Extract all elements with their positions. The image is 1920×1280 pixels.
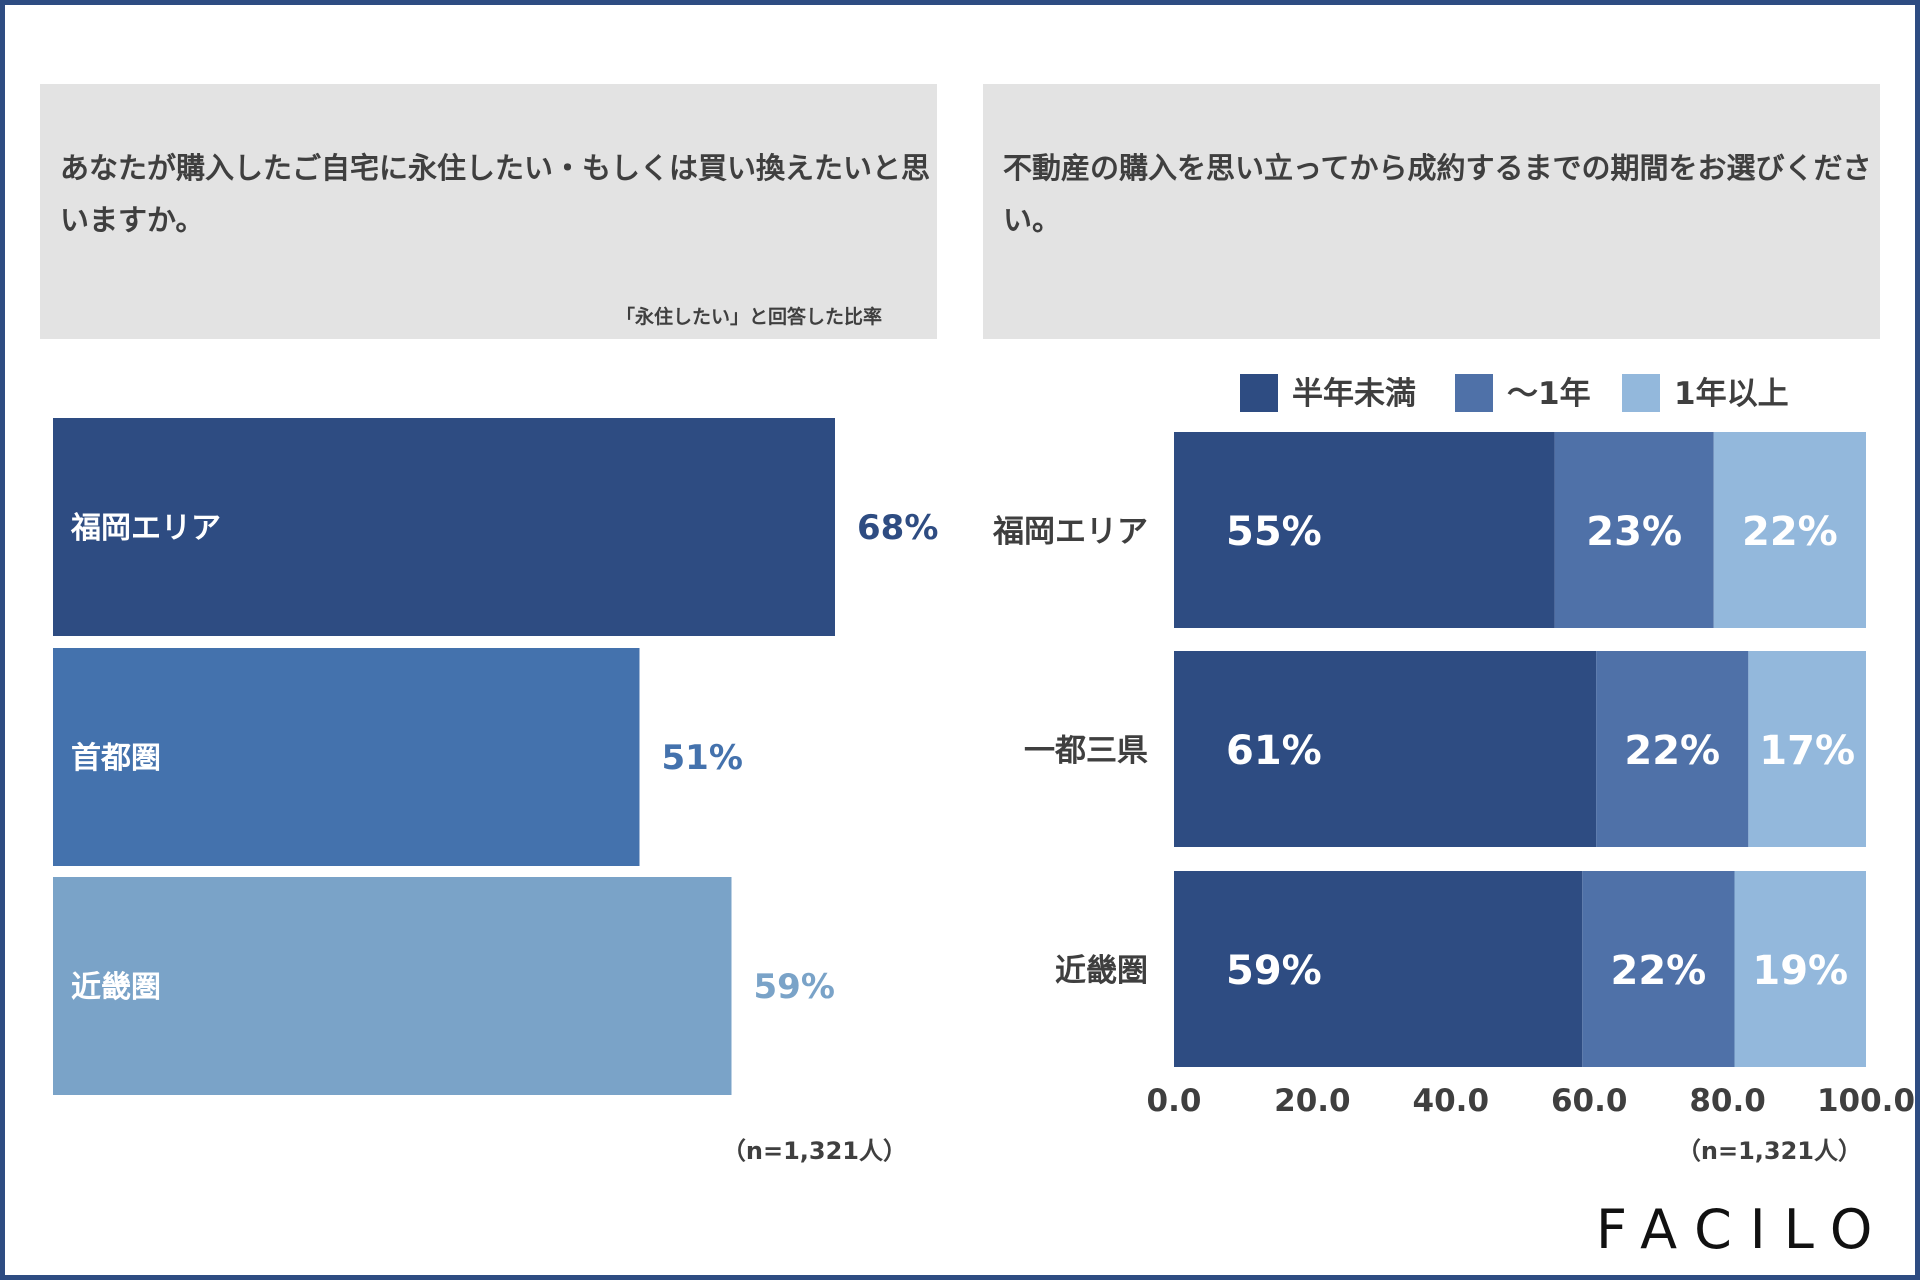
stacked-bar-value-label: 59% — [1226, 948, 1322, 994]
legend-label: 〜1年 — [1507, 376, 1591, 412]
left-bar — [53, 418, 835, 636]
x-axis-tick-label: 20.0 — [1274, 1083, 1351, 1119]
stacked-bar-segment — [1582, 871, 1735, 1067]
right-question-panel: 不動産の購入を思い立ってから成約するまでの期間をお選びください。 — [983, 84, 1880, 339]
x-axis-tick-label: 0.0 — [1147, 1083, 1202, 1119]
stacked-bar-value-label: 55% — [1226, 509, 1322, 555]
stacked-bar-segment — [1174, 432, 1555, 628]
legend-label: 半年未満 — [1292, 376, 1416, 412]
x-axis-tick-label: 100.0 — [1817, 1083, 1915, 1119]
x-axis-tick-label: 60.0 — [1551, 1083, 1628, 1119]
stacked-bar-value-label: 22% — [1742, 509, 1838, 555]
legend-swatch — [1622, 374, 1660, 412]
stacked-bar-value-label: 61% — [1226, 728, 1322, 774]
stacked-bar-segment — [1748, 651, 1866, 847]
stacked-bar-segment — [1713, 432, 1866, 628]
stacked-bar-segment — [1174, 871, 1583, 1067]
left-bar-category-label: 近畿圏 — [71, 970, 161, 1005]
left-bar-value-label: 59% — [754, 967, 835, 1007]
legend-swatch — [1455, 374, 1493, 412]
stacked-bar-segment — [1554, 432, 1714, 628]
left-bar-value-label: 51% — [662, 738, 743, 778]
stacked-bar-segment — [1734, 871, 1866, 1067]
left-question-note: 「永住したい」と回答した比率 — [615, 306, 882, 328]
legend-label: 1年以上 — [1674, 376, 1789, 412]
stacked-bar-value-label: 23% — [1586, 509, 1682, 555]
facilo-logo: FACILO — [1596, 1198, 1891, 1261]
stacked-bar-segment — [1174, 651, 1597, 847]
stacked-bar-value-label: 17% — [1759, 728, 1855, 774]
stacked-bar-segment — [1596, 651, 1749, 847]
stacked-bar-category-label: 近畿圏 — [1055, 953, 1148, 989]
right-sample-size: （n=1,321人） — [1677, 1137, 1862, 1165]
left-bar-category-label: 首都圏 — [71, 741, 161, 776]
stacked-bar-value-label: 19% — [1752, 948, 1848, 994]
left-bar-category-label: 福岡エリア — [70, 511, 221, 546]
left-bar — [53, 877, 732, 1095]
left-question-panel: あなたが購入したご自宅に永住したい・もしくは買い換えたいと思いますか。 「永住し… — [40, 84, 937, 339]
stacked-bar-category-label: 福岡エリア — [992, 514, 1148, 550]
x-axis-tick-label: 80.0 — [1689, 1083, 1766, 1119]
left-bar-value-label: 68% — [857, 508, 938, 548]
left-question-text: あなたが購入したご自宅に永住したい・もしくは買い換えたいと思いますか。 — [60, 151, 931, 237]
x-axis-tick-label: 40.0 — [1413, 1083, 1490, 1119]
legend-swatch — [1240, 374, 1278, 412]
right-question-text: 不動産の購入を思い立ってから成約するまでの期間をお選びください。 — [1003, 151, 1872, 237]
left-bar — [53, 648, 640, 866]
stacked-bar-value-label: 22% — [1611, 948, 1707, 994]
left-sample-size: （n=1,321人） — [722, 1137, 907, 1165]
stacked-bar-category-label: 一都三県 — [1024, 733, 1148, 769]
stacked-bar-value-label: 22% — [1624, 728, 1720, 774]
